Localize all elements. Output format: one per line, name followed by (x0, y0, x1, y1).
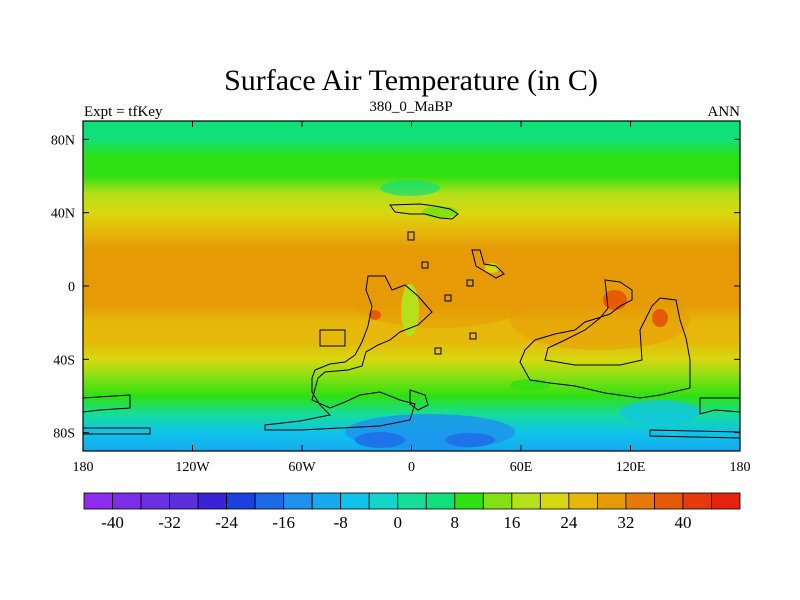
colorbar-swatch-11 (397, 492, 427, 510)
colorbar-swatch-0 (83, 492, 113, 510)
map-plot-area (83, 121, 740, 451)
x-tick-label-0: 180 (73, 460, 94, 475)
colorbar-swatch-18 (596, 492, 627, 510)
period-label: 380_0_MaBP (369, 99, 452, 115)
colorbar-label-3: -16 (272, 513, 295, 532)
experiment-label: Expt = tfKey (84, 104, 163, 120)
colorbar-swatch-22 (711, 492, 741, 510)
x-tick-label-6: 180 (730, 460, 751, 475)
chart-title: Surface Air Temperature (in C) (224, 64, 598, 97)
northern-dip (380, 180, 440, 196)
regional-anomalies (345, 180, 700, 450)
colorbar: -40 -32 -24 -16 -8 0 8 16 24 32 40 (83, 492, 741, 532)
colorbar-swatch-9 (340, 492, 370, 510)
season-label: ANN (708, 104, 741, 120)
coastlines (83, 203, 740, 439)
colorbar-swatch-10 (368, 492, 399, 510)
colorbar-label-6: 8 (451, 513, 460, 532)
y-tick-label-2: 0 (68, 280, 75, 295)
y-tick-label-1: 40N (51, 207, 75, 222)
colorbar-swatch-16 (539, 492, 570, 510)
coastline-island-3 (444, 294, 452, 302)
coastline-island-7 (469, 332, 477, 340)
colorbar-swatch-2 (140, 492, 170, 510)
colorbar-label-5: 0 (393, 513, 402, 532)
colorbar-label-4: -8 (334, 513, 348, 532)
x-tick-label-4: 60E (510, 460, 533, 475)
colorbar-swatch-20 (654, 492, 684, 510)
coastline-west-block (319, 329, 346, 347)
colorbar-swatch-5 (226, 492, 256, 510)
colorbar-label-9: 32 (617, 513, 634, 532)
colorbar-swatch-3 (169, 492, 199, 510)
cold-core-1 (355, 432, 405, 448)
cool-ridge (401, 284, 419, 336)
colorbar-swatch-12 (425, 492, 456, 510)
y-axis: 80N 40N 0 40S 80S (51, 133, 740, 442)
colorbar-swatch-14 (482, 492, 513, 510)
y-tick-label-3: 40S (53, 353, 75, 368)
coastline-island-2 (421, 261, 429, 269)
coastline-south-isle (409, 389, 429, 411)
colorbar-swatch-13 (454, 492, 484, 510)
coastline-far-east-south (649, 429, 740, 439)
warm-region-east (510, 290, 690, 350)
x-tick-label-5: 120E (616, 460, 646, 475)
colorbar-swatch-15 (511, 492, 541, 510)
colorbar-swatch-17 (568, 492, 598, 510)
colorbar-label-7: 16 (503, 513, 520, 532)
colorbar-label-10: 40 (674, 513, 691, 532)
warm-region-africa (350, 272, 530, 328)
coastline-island-6 (434, 347, 442, 355)
coastline-east-continent (519, 279, 691, 399)
cold-core-2 (445, 433, 495, 447)
colorbar-label-8: 24 (560, 513, 578, 532)
x-tick-label-3: 0 (408, 460, 415, 475)
coastline-west-continent (264, 275, 433, 431)
hot-spot-3 (652, 309, 668, 327)
y-tick-label-4: 80S (53, 427, 75, 442)
colorbar-swatch-21 (682, 492, 712, 510)
cool-streak (510, 379, 550, 391)
colorbar-label-1: -32 (158, 513, 181, 532)
y-tick-label-0: 80N (51, 133, 75, 148)
coastline-island-1 (407, 231, 415, 241)
cool-north-lake (422, 206, 458, 218)
x-axis: 180 120W 60W 0 60E 120E 180 (73, 121, 751, 475)
colorbar-label-0: -40 (101, 513, 124, 532)
colorbar-swatch-6 (254, 492, 285, 510)
cold-region-east (620, 400, 700, 424)
colorbar-swatch-8 (311, 492, 342, 510)
hot-spot-1 (369, 310, 381, 320)
coastline-island-4 (466, 279, 474, 287)
coastline-north (389, 203, 459, 220)
coastline-far-east (699, 397, 740, 415)
colorbar-label-2: -24 (215, 513, 238, 532)
colorbar-swatch-1 (112, 492, 142, 510)
coastline-far-west-south (83, 427, 151, 435)
colorbar-swatch-19 (625, 492, 655, 510)
colorbar-swatch-7 (283, 492, 313, 510)
coastline-far-west (83, 394, 131, 413)
x-tick-label-1: 120W (175, 460, 210, 475)
coastline-island-5 (471, 249, 505, 279)
x-tick-label-2: 60W (288, 460, 316, 475)
colorbar-swatch-4 (197, 492, 228, 510)
